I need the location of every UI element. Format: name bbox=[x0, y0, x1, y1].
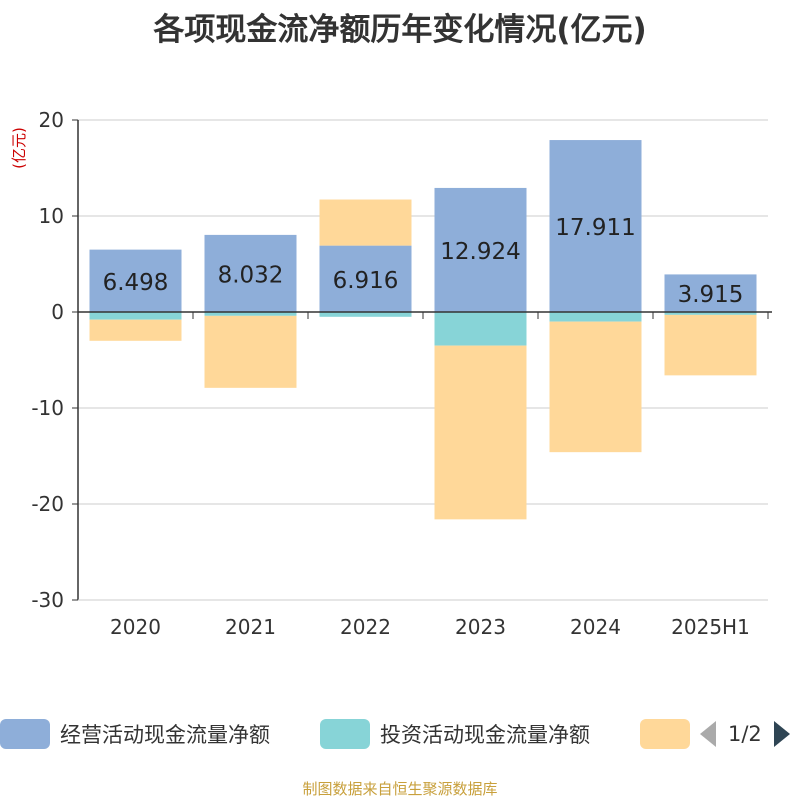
bar-series-2-2025H1[interactable] bbox=[664, 314, 757, 376]
bar-series-1-2021[interactable] bbox=[204, 312, 297, 316]
stacked-bar-chart: 20 10 0 -10 -20 -30 2020 2021 2022 2023 2024 2025H1… bbox=[10, 108, 772, 639]
bar-series-0-2021[interactable] bbox=[204, 234, 297, 312]
y-tick-label: 0 bbox=[51, 300, 64, 324]
x-tick-label: 2020 bbox=[110, 615, 161, 639]
bar-series-1-2023[interactable] bbox=[434, 312, 527, 346]
pager-prev-icon[interactable] bbox=[700, 721, 716, 747]
data-label: 3.915 bbox=[678, 282, 744, 308]
y-tick-label: 10 bbox=[39, 204, 64, 228]
data-labels: 6.498 8.032 6.916 12.924 17.911 3.915 bbox=[103, 215, 744, 308]
data-label: 6.498 bbox=[103, 270, 169, 296]
pager-text: 1/2 bbox=[728, 722, 762, 746]
bar-series-1-2024[interactable] bbox=[549, 312, 642, 322]
data-label: 6.916 bbox=[333, 268, 399, 294]
legend-item-operating[interactable]: 经营活动现金流量净额 bbox=[0, 716, 270, 752]
grid-lines bbox=[78, 119, 768, 601]
bar-series-0-2024[interactable] bbox=[549, 140, 642, 312]
bar-series-2-2021[interactable] bbox=[204, 315, 297, 388]
data-label: 8.032 bbox=[218, 262, 284, 288]
bar-series-0-2025H1[interactable] bbox=[664, 274, 757, 312]
legend-item-investing[interactable]: 投资活动现金流量净额 bbox=[320, 716, 590, 752]
legend-label-operating: 经营活动现金流量净额 bbox=[60, 723, 270, 747]
bars bbox=[89, 140, 757, 520]
y-tick-label: -10 bbox=[31, 396, 64, 420]
bar-series-1-2025H1[interactable] bbox=[664, 312, 757, 315]
pager-next-icon[interactable] bbox=[773, 721, 790, 747]
bar-series-2-2024[interactable] bbox=[549, 321, 642, 453]
legend-label-investing: 投资活动现金流量净额 bbox=[380, 723, 590, 747]
axes: 20 10 0 -10 -20 -30 2020 2021 2022 2023 2024 2025H1 bbox=[31, 108, 772, 639]
legend-item-financing[interactable] bbox=[640, 716, 690, 752]
bar-series-2-2023[interactable] bbox=[434, 345, 527, 520]
bar-series-1-2022[interactable] bbox=[319, 312, 412, 317]
legend: 经营活动现金流量净额 投资活动现金流量净额 bbox=[0, 716, 800, 756]
bar-series-0-2020[interactable] bbox=[89, 249, 182, 312]
x-tick-label: 2025H1 bbox=[671, 615, 750, 639]
source-note: 制图数据来自恒生聚源数据库 bbox=[302, 780, 498, 798]
bar-series-2-2022[interactable] bbox=[319, 199, 412, 246]
x-tick-label: 2022 bbox=[340, 615, 391, 639]
legend-swatch-operating bbox=[0, 719, 50, 749]
legend-pager: 1/2 bbox=[700, 716, 790, 752]
x-tick-label: 2023 bbox=[455, 615, 506, 639]
y-axis-label: (亿元) bbox=[10, 127, 28, 169]
legend-swatch-financing bbox=[640, 719, 690, 749]
legend-swatch-investing bbox=[320, 719, 370, 749]
y-tick-label: -30 bbox=[31, 588, 64, 612]
bar-series-0-2022[interactable] bbox=[319, 245, 412, 312]
bar-series-0-2023[interactable] bbox=[434, 187, 527, 312]
y-tick-label: -20 bbox=[31, 492, 64, 516]
x-tick-label: 2024 bbox=[570, 615, 621, 639]
bar-series-2-2020[interactable] bbox=[89, 319, 182, 341]
bar-series-1-2020[interactable] bbox=[89, 312, 182, 320]
chart-title: 各项现金流净额历年变化情况(亿元) bbox=[153, 12, 647, 48]
data-label: 12.924 bbox=[440, 239, 520, 265]
data-label: 17.911 bbox=[555, 215, 635, 241]
y-tick-label: 20 bbox=[39, 108, 64, 132]
x-tick-label: 2021 bbox=[225, 615, 276, 639]
